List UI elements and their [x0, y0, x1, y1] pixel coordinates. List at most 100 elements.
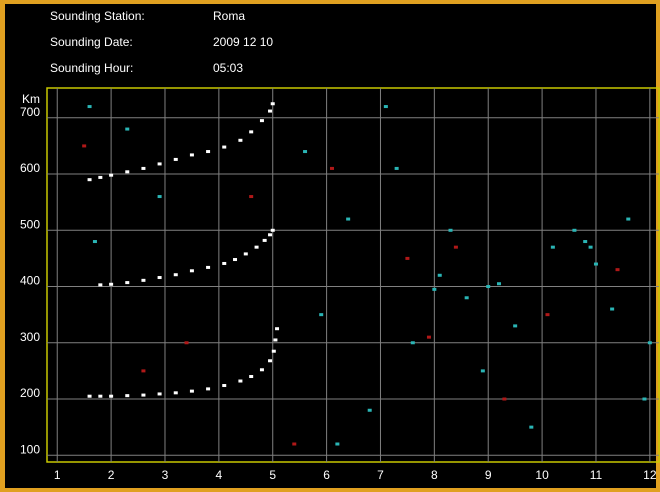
x-tick-label: 4	[216, 468, 223, 482]
echo-point	[437, 273, 442, 277]
echo-point	[157, 276, 162, 280]
echo-point	[496, 282, 501, 286]
x-tick-label: 10	[535, 468, 549, 482]
echo-point	[593, 262, 598, 266]
echo-point	[405, 256, 410, 260]
echo-point	[529, 425, 534, 429]
info-label: Sounding Hour:	[50, 61, 133, 75]
echo-point	[383, 105, 388, 109]
echo-point	[98, 394, 103, 398]
echo-point	[109, 282, 114, 286]
echo-point	[222, 384, 227, 388]
echo-point	[432, 287, 437, 291]
echo-point	[262, 238, 267, 242]
echo-point	[238, 138, 243, 142]
echo-point	[206, 387, 211, 391]
echo-point	[270, 102, 275, 106]
x-tick-label: 11	[590, 468, 603, 482]
echo-point	[394, 166, 399, 170]
echo-point	[92, 240, 97, 244]
echo-point	[319, 313, 324, 317]
echo-point	[173, 391, 178, 395]
echo-point	[583, 240, 588, 244]
echo-point	[173, 273, 178, 277]
echo-point	[157, 162, 162, 166]
echo-point	[453, 245, 458, 249]
echo-point	[141, 166, 146, 170]
echo-point	[588, 245, 593, 249]
echo-point	[292, 442, 297, 446]
echo-point	[367, 408, 372, 412]
echo-point	[189, 389, 194, 393]
echo-point	[222, 261, 227, 265]
echo-point	[480, 369, 485, 373]
echo-point	[125, 170, 130, 174]
echo-point	[87, 105, 92, 109]
echo-point	[329, 166, 334, 170]
echo-point	[410, 341, 415, 345]
echo-point	[545, 313, 550, 317]
x-tick-label: 2	[108, 468, 115, 482]
info-value: 05:03	[213, 61, 243, 75]
echo-point	[275, 327, 280, 331]
echo-point	[141, 278, 146, 282]
echo-point	[82, 144, 87, 148]
y-tick-label: 400	[20, 274, 40, 288]
echo-point	[426, 335, 431, 339]
echo-point	[615, 268, 620, 272]
echo-point	[448, 228, 453, 232]
x-tick-label: 5	[269, 468, 276, 482]
echo-point	[268, 109, 273, 113]
x-tick-label: 3	[162, 468, 169, 482]
echo-point	[98, 175, 103, 179]
echo-point	[610, 307, 615, 311]
echo-point	[125, 281, 130, 285]
echo-point	[98, 283, 103, 287]
echo-point	[222, 145, 227, 149]
echo-point	[271, 349, 276, 353]
echo-point	[189, 269, 194, 273]
echo-point	[87, 394, 92, 398]
echo-point	[141, 393, 146, 397]
echo-point	[249, 375, 254, 379]
y-tick-label: 100	[20, 442, 40, 456]
echo-point	[303, 150, 308, 154]
echo-point	[513, 324, 518, 328]
echo-point	[157, 392, 162, 396]
echo-point	[268, 359, 273, 363]
echo-point	[464, 296, 469, 300]
echo-point	[270, 228, 275, 232]
echo-point	[173, 157, 178, 161]
echo-point	[259, 368, 264, 372]
echo-point	[249, 195, 254, 199]
x-tick-label: 1	[54, 468, 61, 482]
y-tick-label: 200	[20, 386, 40, 400]
y-tick-label: 500	[20, 217, 40, 231]
echo-point	[125, 127, 130, 131]
echo-point	[109, 394, 114, 398]
echo-point	[647, 341, 652, 345]
echo-point	[206, 150, 211, 154]
x-tick-label: 9	[485, 468, 492, 482]
echo-point	[157, 195, 162, 199]
echo-point	[141, 369, 146, 373]
echo-point	[254, 245, 259, 249]
x-tick-label: 8	[431, 468, 438, 482]
echo-point	[249, 130, 254, 134]
info-label: Sounding Date:	[50, 35, 133, 49]
info-label: Sounding Station:	[50, 9, 145, 23]
plot-frame	[46, 87, 660, 463]
echo-point	[189, 153, 194, 157]
echo-point	[268, 233, 273, 237]
x-tick-label: 7	[377, 468, 384, 482]
echo-point	[125, 394, 130, 398]
echo-point	[243, 252, 248, 256]
echo-point	[273, 338, 278, 342]
echo-point	[233, 258, 238, 262]
info-value: 2009 12 10	[213, 35, 273, 49]
x-tick-label: 12	[643, 468, 657, 482]
echo-point	[184, 341, 189, 345]
echo-point	[486, 285, 491, 289]
echo-point	[206, 265, 211, 269]
